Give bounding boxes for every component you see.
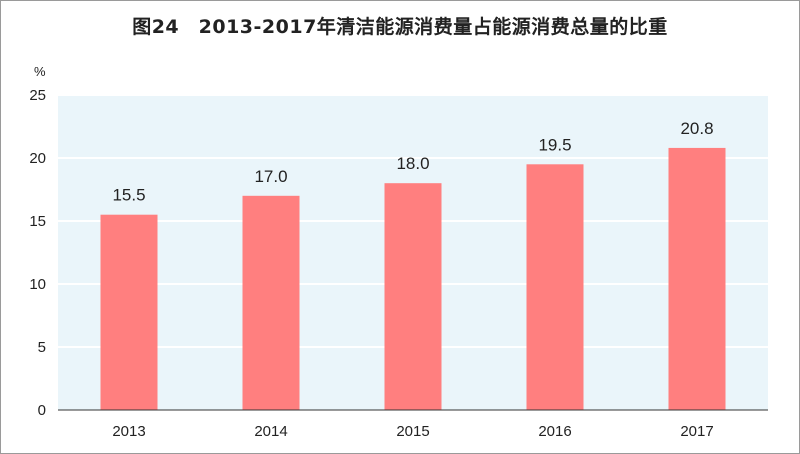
y-tick-label: 15 (29, 213, 46, 230)
y-tick-label: 0 (38, 402, 46, 419)
y-tick-label: 20 (29, 150, 46, 167)
bar-2016 (526, 164, 584, 410)
x-tick-label-2015: 2015 (396, 423, 429, 440)
bar-2017 (668, 147, 726, 411)
x-axis-ticks: 2013 2014 2015 2016 2017 (112, 423, 713, 440)
data-label-2016: 19.5 (538, 135, 571, 154)
x-tick-label-2017: 2017 (680, 423, 713, 440)
bar-2013 (100, 214, 158, 410)
y-axis-ticks: 0 5 10 15 20 25 (29, 87, 46, 419)
data-labels: 15.5 17.0 18.0 19.5 20.8 (112, 119, 713, 205)
data-label-2015: 18.0 (396, 154, 429, 173)
grid-lines (58, 94, 768, 348)
data-label-2014: 17.0 (254, 167, 287, 186)
x-tick-label-2013: 2013 (112, 423, 145, 440)
data-label-2017: 20.8 (680, 119, 713, 138)
bar-2014 (242, 195, 300, 410)
x-tick-label-2016: 2016 (538, 423, 571, 440)
x-tick-label-2014: 2014 (254, 423, 287, 440)
y-tick-label: 25 (29, 87, 46, 104)
bars (100, 147, 726, 411)
y-tick-label: 5 (38, 339, 46, 356)
chart-title: 图24 2013-2017年清洁能源消费量占能源消费总量的比重 (132, 16, 668, 38)
bar-2015 (384, 183, 442, 410)
y-unit-label: % (34, 64, 46, 79)
y-tick-label: 10 (29, 276, 46, 293)
data-label-2013: 15.5 (112, 186, 145, 205)
